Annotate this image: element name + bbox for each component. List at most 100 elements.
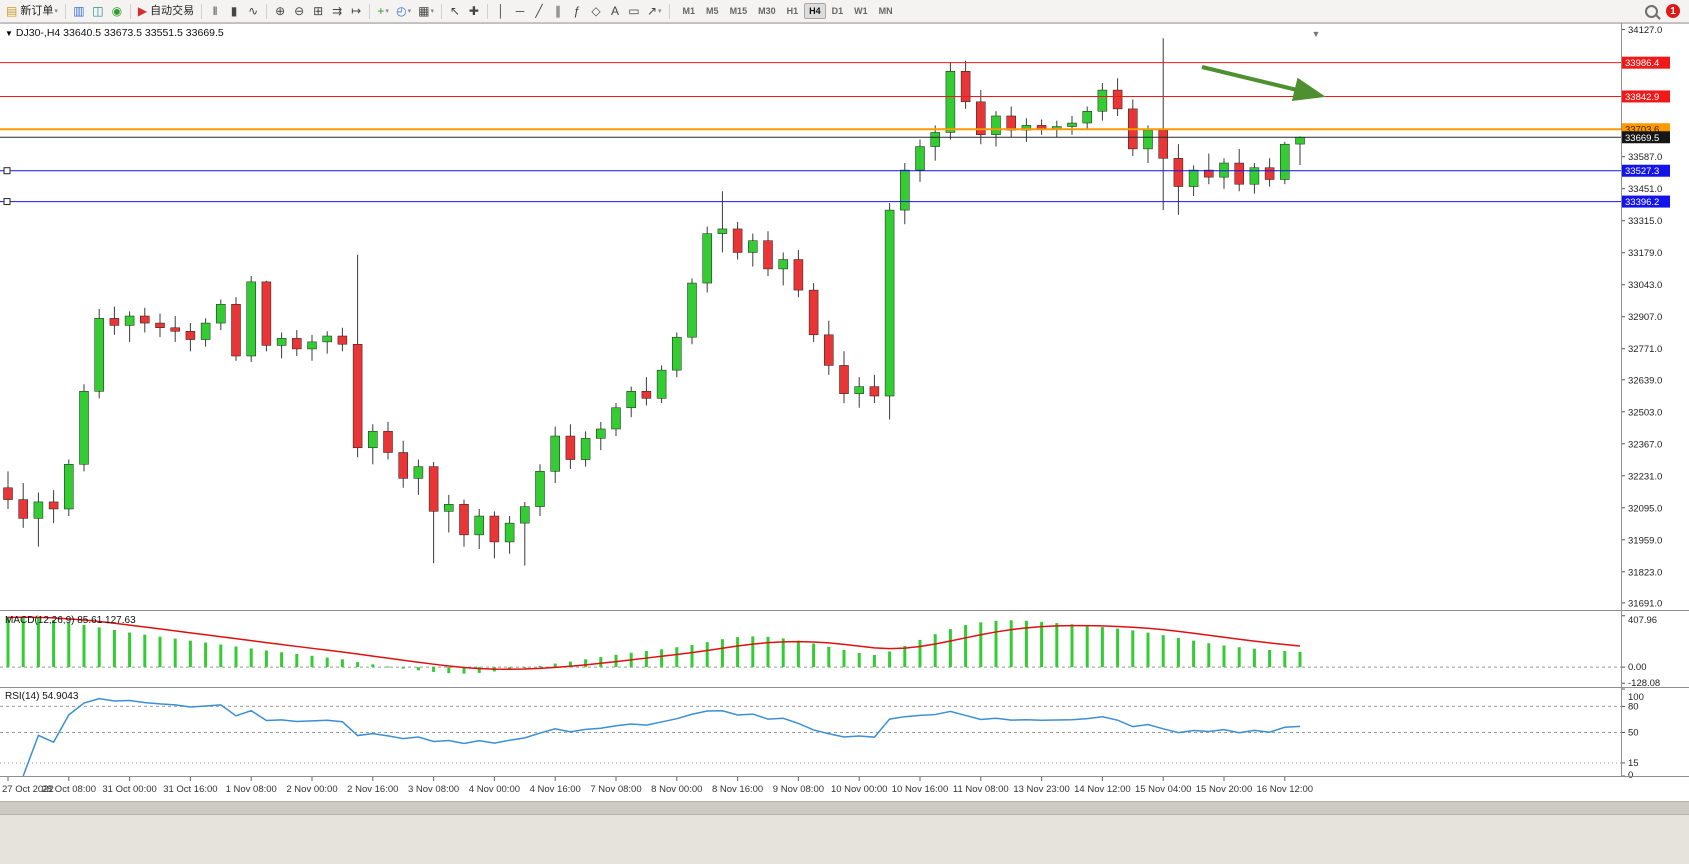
market-watch-button[interactable]: ◫ bbox=[89, 2, 107, 20]
price-axis-label: 33179.0 bbox=[1628, 248, 1662, 259]
crosshair-button[interactable]: ✚ bbox=[465, 2, 483, 20]
time-axis-label: 4 Nov 00:00 bbox=[469, 784, 520, 795]
time-axis-label: 11 Nov 08:00 bbox=[953, 784, 1009, 795]
shapes-button[interactable]: ◇ bbox=[587, 2, 605, 20]
candlestick-chart-button[interactable]: ▮ bbox=[225, 2, 243, 20]
text-tool-icon: A bbox=[610, 4, 619, 18]
candle bbox=[869, 386, 880, 397]
candle bbox=[1143, 129, 1153, 150]
line-handle[interactable] bbox=[3, 198, 11, 206]
candle bbox=[216, 303, 226, 324]
arrows-tool-button[interactable]: ↗ ▾ bbox=[644, 2, 665, 20]
chart-shift-button[interactable]: ↦ bbox=[347, 2, 365, 20]
candle bbox=[1219, 162, 1229, 178]
auto-scroll-button[interactable]: ⇉ bbox=[328, 2, 346, 20]
candle bbox=[732, 228, 743, 253]
price-badge-33527.3 bbox=[1622, 164, 1670, 177]
line-chart-button[interactable]: ∿ bbox=[244, 2, 262, 20]
candle bbox=[748, 240, 758, 253]
candle bbox=[246, 281, 256, 357]
timeframe-button-h1[interactable]: H1 bbox=[782, 3, 804, 19]
price-axis-label: 32095.0 bbox=[1628, 503, 1662, 514]
price-axis-label: 31823.0 bbox=[1628, 567, 1662, 578]
arrow-annotation[interactable] bbox=[1201, 65, 1326, 102]
timeframe-button-m5[interactable]: M5 bbox=[701, 3, 724, 19]
candle bbox=[398, 452, 408, 479]
trendline-button[interactable]: ╱ bbox=[530, 2, 548, 20]
chart-background[interactable] bbox=[0, 23, 1689, 801]
price-axis-label: 33043.0 bbox=[1628, 280, 1662, 291]
search-icon[interactable] bbox=[1645, 4, 1658, 18]
tile-windows-button[interactable]: ⊞ bbox=[309, 2, 327, 20]
timeframe-button-m1[interactable]: M1 bbox=[678, 3, 701, 19]
bar-chart-button[interactable]: ‖ bbox=[206, 2, 224, 20]
zoom-in-icon: ⊕ bbox=[275, 4, 286, 18]
candle bbox=[140, 315, 150, 324]
svg-text:33669.5: 33669.5 bbox=[1625, 133, 1659, 144]
svg-text:33842.9: 33842.9 bbox=[1625, 92, 1659, 103]
navigator-button[interactable]: ◉ bbox=[108, 2, 126, 20]
vertical-line-button[interactable]: │ bbox=[492, 2, 510, 20]
toolbar-separator bbox=[440, 3, 442, 19]
new-order-button[interactable]: ▤ 新订单 ▾ bbox=[3, 2, 61, 20]
macd-scale-label: -128.08 bbox=[1628, 678, 1660, 689]
timeframe-button-m15[interactable]: M15 bbox=[725, 3, 753, 19]
candle bbox=[322, 335, 332, 343]
candle bbox=[276, 338, 287, 346]
time-axis-label: 1 Nov 08:00 bbox=[226, 784, 277, 795]
candle bbox=[474, 515, 484, 536]
channel-icon: ∥ bbox=[554, 4, 561, 18]
timeframe-button-m30[interactable]: M30 bbox=[753, 3, 781, 19]
macd-scale-label: 0.00 bbox=[1628, 662, 1647, 673]
time-axis-label: 3 Nov 08:00 bbox=[408, 784, 459, 795]
candle bbox=[641, 391, 652, 399]
candle bbox=[520, 506, 530, 524]
timeframe-button-mn[interactable]: MN bbox=[874, 3, 898, 19]
candle bbox=[687, 282, 697, 338]
chart-area[interactable]: ▼ 34127.0 33587.0 33451.0 33315.0 33179.0 3304… bbox=[0, 23, 1689, 801]
fibonacci-button[interactable]: ƒ bbox=[568, 2, 586, 20]
auto-trading-button[interactable]: ▶ 自动交易 bbox=[135, 2, 197, 20]
candle bbox=[292, 338, 302, 350]
svg-text:33527.3: 33527.3 bbox=[1625, 166, 1659, 177]
time-axis-label: 15 Nov 20:00 bbox=[1196, 784, 1253, 795]
chevron-down-icon: ▾ bbox=[658, 7, 662, 15]
line-handle[interactable] bbox=[3, 167, 11, 175]
candle bbox=[413, 466, 424, 479]
price-axis-label: 33587.0 bbox=[1628, 152, 1662, 163]
new-order-label: 新订单 bbox=[20, 4, 54, 17]
time-axis-label: 14 Nov 12:00 bbox=[1074, 784, 1131, 795]
text-label-button[interactable]: ▭ bbox=[625, 2, 643, 20]
vertical-line-icon: │ bbox=[497, 4, 505, 18]
periods-button[interactable]: ◴ ▾ bbox=[393, 2, 414, 20]
candle bbox=[596, 428, 606, 439]
candle bbox=[702, 233, 712, 284]
horizontal-scrollbar[interactable] bbox=[0, 802, 1689, 815]
price-axis-label: 32367.0 bbox=[1628, 439, 1662, 450]
text-tool-button[interactable]: A bbox=[606, 2, 624, 20]
channel-button[interactable]: ∥ bbox=[549, 2, 567, 20]
horizontal-line-button[interactable]: ─ bbox=[511, 2, 529, 20]
chart-canvas[interactable]: ▼ 34127.0 33587.0 33451.0 33315.0 33179.0 3304… bbox=[0, 23, 1689, 801]
add-indicator-button[interactable]: + ▾ bbox=[374, 2, 392, 20]
timeframe-button-h4[interactable]: H4 bbox=[804, 3, 826, 19]
chart-window-button[interactable]: ▥ bbox=[70, 2, 88, 20]
candle bbox=[200, 322, 211, 340]
price-axis-label: 34127.0 bbox=[1628, 25, 1662, 36]
zoom-in-button[interactable]: ⊕ bbox=[271, 2, 289, 20]
candle bbox=[854, 386, 864, 394]
candle bbox=[109, 318, 120, 326]
price-axis-label: 33451.0 bbox=[1628, 184, 1662, 195]
cursor-button[interactable]: ↖ bbox=[446, 2, 464, 20]
templates-button[interactable]: ▦ ▾ bbox=[415, 2, 437, 20]
price-badge-33396.2 bbox=[1622, 195, 1670, 208]
timeframe-button-d1[interactable]: D1 bbox=[827, 3, 849, 19]
candle bbox=[231, 303, 241, 357]
chart-shift-marker[interactable]: ▼ bbox=[1312, 29, 1321, 39]
crosshair-icon: ✚ bbox=[468, 4, 479, 18]
zoom-out-button[interactable]: ⊖ bbox=[290, 2, 308, 20]
notification-badge[interactable]: 1 bbox=[1666, 4, 1680, 18]
toolbar-right: 1 bbox=[1645, 4, 1680, 18]
timeframe-button-w1[interactable]: W1 bbox=[849, 3, 873, 19]
